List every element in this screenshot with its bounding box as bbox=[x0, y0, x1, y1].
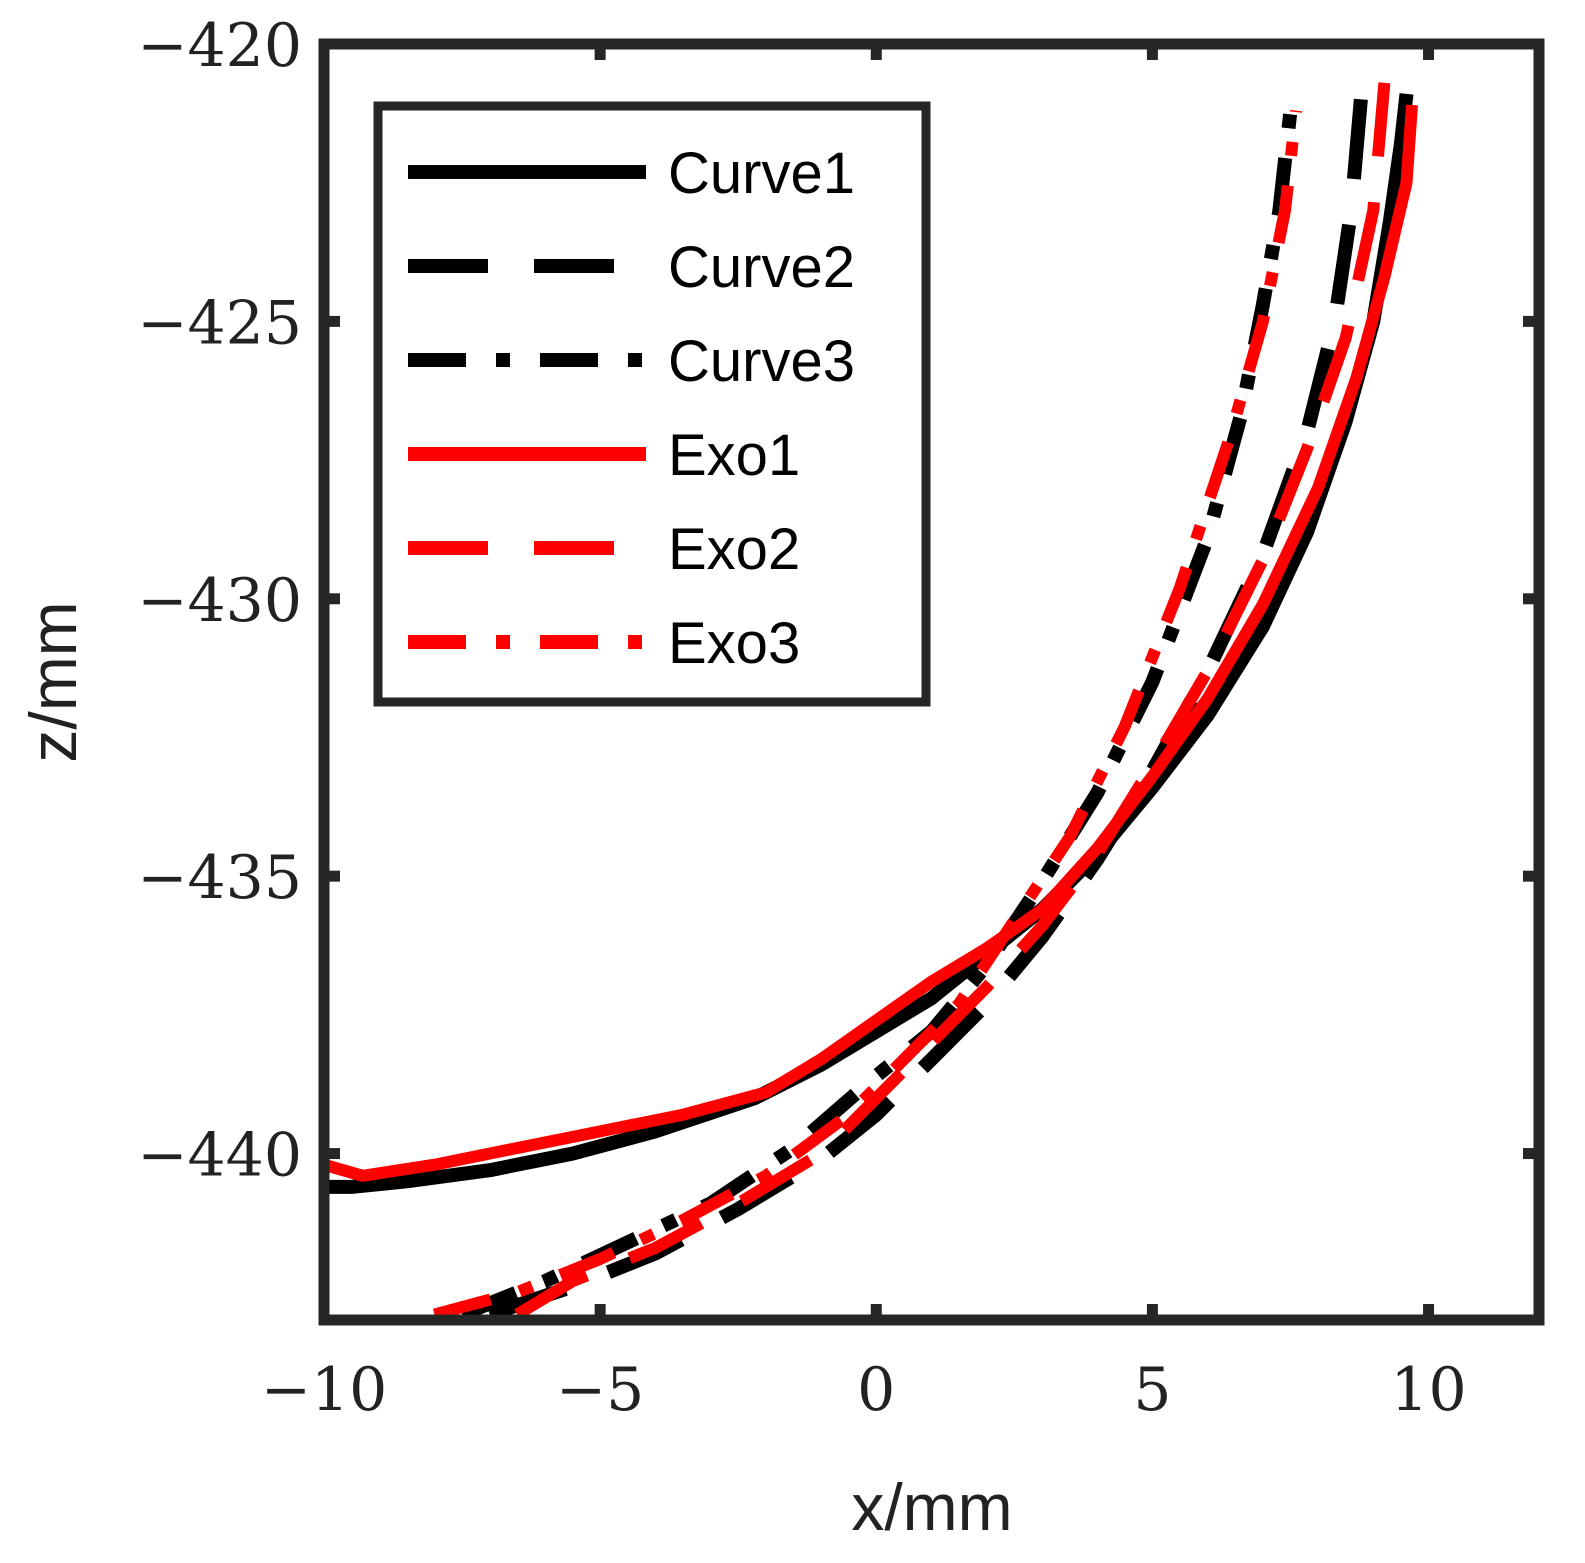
y-tick-label: −430 bbox=[137, 566, 302, 636]
x-tick-label: 10 bbox=[1390, 1355, 1466, 1425]
x-axis-label: x/mm bbox=[851, 1470, 1012, 1544]
axes-box bbox=[318, 38, 1545, 1326]
series-line-exo3 bbox=[432, 109, 1302, 1320]
series-line-curve2 bbox=[487, 82, 1370, 1320]
y-tick-label: −425 bbox=[137, 288, 302, 358]
y-tick-label: −435 bbox=[137, 843, 302, 913]
series-line-exo1 bbox=[324, 104, 1418, 1182]
legend-label-curve2: Curve2 bbox=[668, 235, 855, 300]
legend-label-exo3: Exo3 bbox=[668, 611, 800, 676]
y-axis-label: z/mm bbox=[16, 601, 90, 762]
series-layer bbox=[324, 82, 1418, 1320]
x-tick-label: −10 bbox=[261, 1355, 388, 1425]
legend-box bbox=[373, 101, 931, 707]
y-tick-label: −420 bbox=[137, 11, 302, 81]
series-line-exo2 bbox=[514, 82, 1391, 1320]
legend-label-curve3: Curve3 bbox=[668, 329, 855, 394]
tick-layer: −10 −5 0 5 10 −420 −425 −430 −435 −440 bbox=[137, 11, 1539, 1425]
x-tick-label: −5 bbox=[556, 1355, 644, 1425]
legend-label-exo2: Exo2 bbox=[668, 517, 800, 582]
legend-label-exo1: Exo1 bbox=[668, 423, 800, 488]
legend: Curve1 Curve2 Curve3 Exo1 Exo2 Exo3 bbox=[373, 101, 931, 707]
y-tick-label: −440 bbox=[137, 1121, 302, 1191]
x-tick-label: 0 bbox=[857, 1355, 895, 1425]
legend-label-curve1: Curve1 bbox=[668, 141, 855, 206]
x-tick-label: 5 bbox=[1133, 1355, 1171, 1425]
